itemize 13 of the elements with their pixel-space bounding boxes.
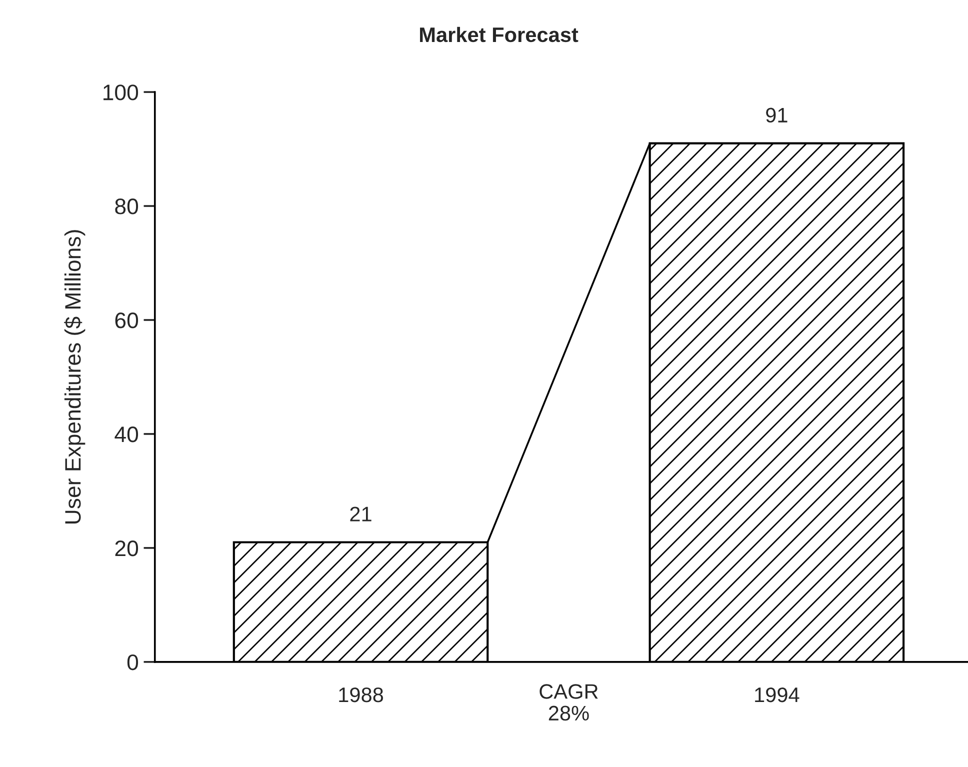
- y-tick-label: 60: [115, 312, 138, 328]
- y-tick-label: 80: [115, 198, 138, 214]
- chart-title: Market Forecast: [420, 26, 578, 42]
- y-tick-label: 20: [115, 540, 138, 556]
- text: CAGR 28%: [540, 684, 598, 721]
- data-label: 91: [766, 108, 788, 123]
- y-tick-label: 40: [114, 426, 138, 442]
- data-label: 21: [350, 506, 372, 522]
- x-tick-label: 1994: [755, 687, 800, 702]
- y-tick-label: 0: [127, 654, 138, 670]
- x-tick-label: 1988: [339, 687, 384, 702]
- y-tick-label: 100: [104, 84, 138, 100]
- y-axis-title: User Expenditures ($ Millions): [64, 230, 86, 524]
